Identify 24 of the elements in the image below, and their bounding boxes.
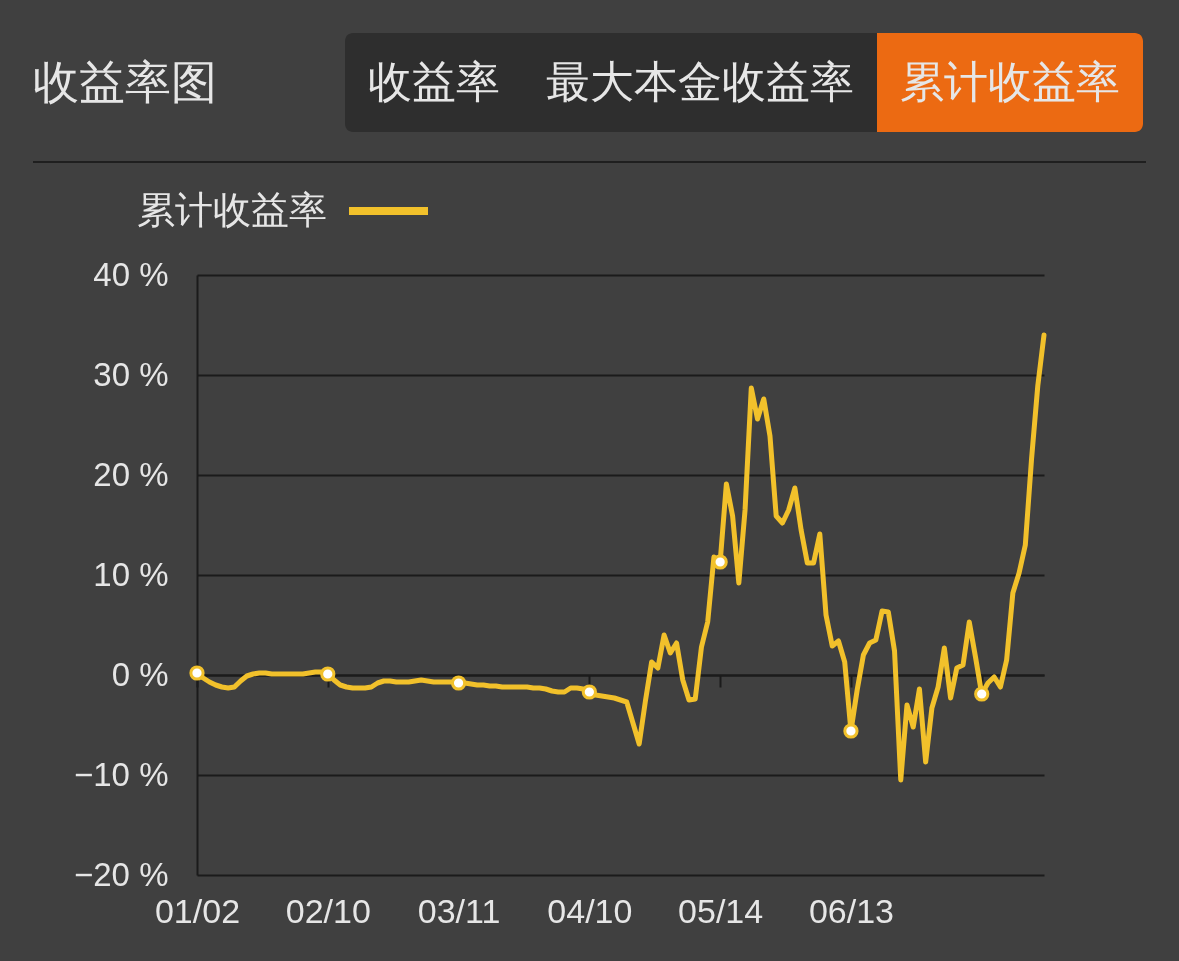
legend-label: 累计收益率 — [137, 189, 327, 231]
text: 累计收益率 — [900, 57, 1120, 106]
x-tick-label: 04/10 — [547, 891, 633, 930]
point — [581, 684, 597, 700]
y-tick-label: 30 % — [93, 355, 169, 393]
point — [843, 723, 859, 739]
x-tick-label: 01/02 — [154, 891, 241, 930]
point — [974, 686, 990, 702]
y-tick-label: 10 % — [93, 555, 169, 593]
y-tick-label: −10 % — [74, 755, 169, 793]
x-tick-label: 02/10 — [285, 891, 371, 930]
chart-title: 收益率图 — [33, 56, 217, 108]
x-tick-label: 05/14 — [678, 891, 764, 930]
point — [189, 665, 205, 681]
y-tick-label: −20 % — [74, 855, 169, 893]
point — [320, 666, 336, 682]
y-tick-label: 20 % — [93, 455, 169, 493]
text: 收益率 — [368, 57, 500, 106]
point — [450, 675, 467, 691]
text: 最大本金收益率 — [546, 57, 854, 106]
x-tick-label: 06/13 — [808, 891, 894, 930]
x-tick-label: 03/11 — [417, 891, 501, 930]
y-tick-label: 0 % — [111, 655, 169, 693]
y-tick-label: 40 % — [93, 255, 169, 293]
